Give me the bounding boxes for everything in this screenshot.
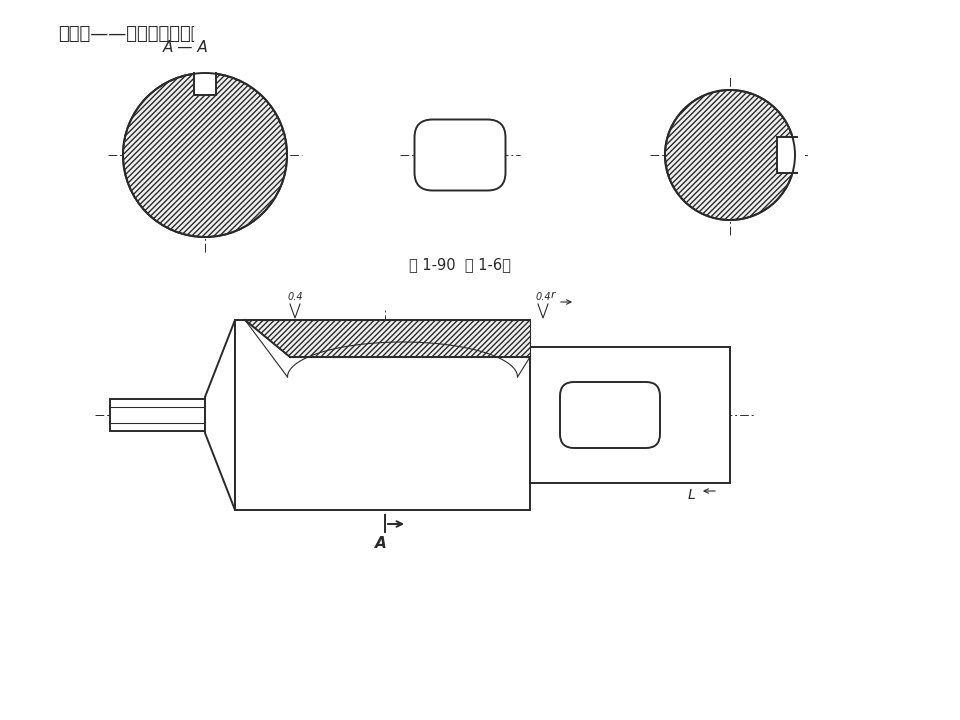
Text: 0.4: 0.4 [287, 292, 302, 302]
Bar [194, 0, 216, 95]
Circle shape [123, 73, 287, 237]
Circle shape [665, 90, 795, 220]
Text: 0.4: 0.4 [535, 292, 551, 302]
Text: 图 1-90  题 1-6图: 图 1-90 题 1-6图 [409, 257, 511, 272]
Text: r: r [550, 290, 555, 300]
Bar [110, 399, 205, 431]
Text: A: A [375, 536, 387, 551]
Text: 第一章——分析结构工艺性: 第一章——分析结构工艺性 [58, 25, 202, 43]
Polygon shape [245, 320, 530, 357]
Polygon shape [205, 320, 235, 510]
Bar [235, 320, 530, 510]
Bar [530, 347, 730, 483]
Bar [777, 137, 805, 173]
Text: L: L [687, 488, 695, 502]
Text: A — A: A — A [163, 40, 208, 55]
FancyBboxPatch shape [415, 120, 506, 191]
FancyBboxPatch shape [560, 382, 660, 448]
